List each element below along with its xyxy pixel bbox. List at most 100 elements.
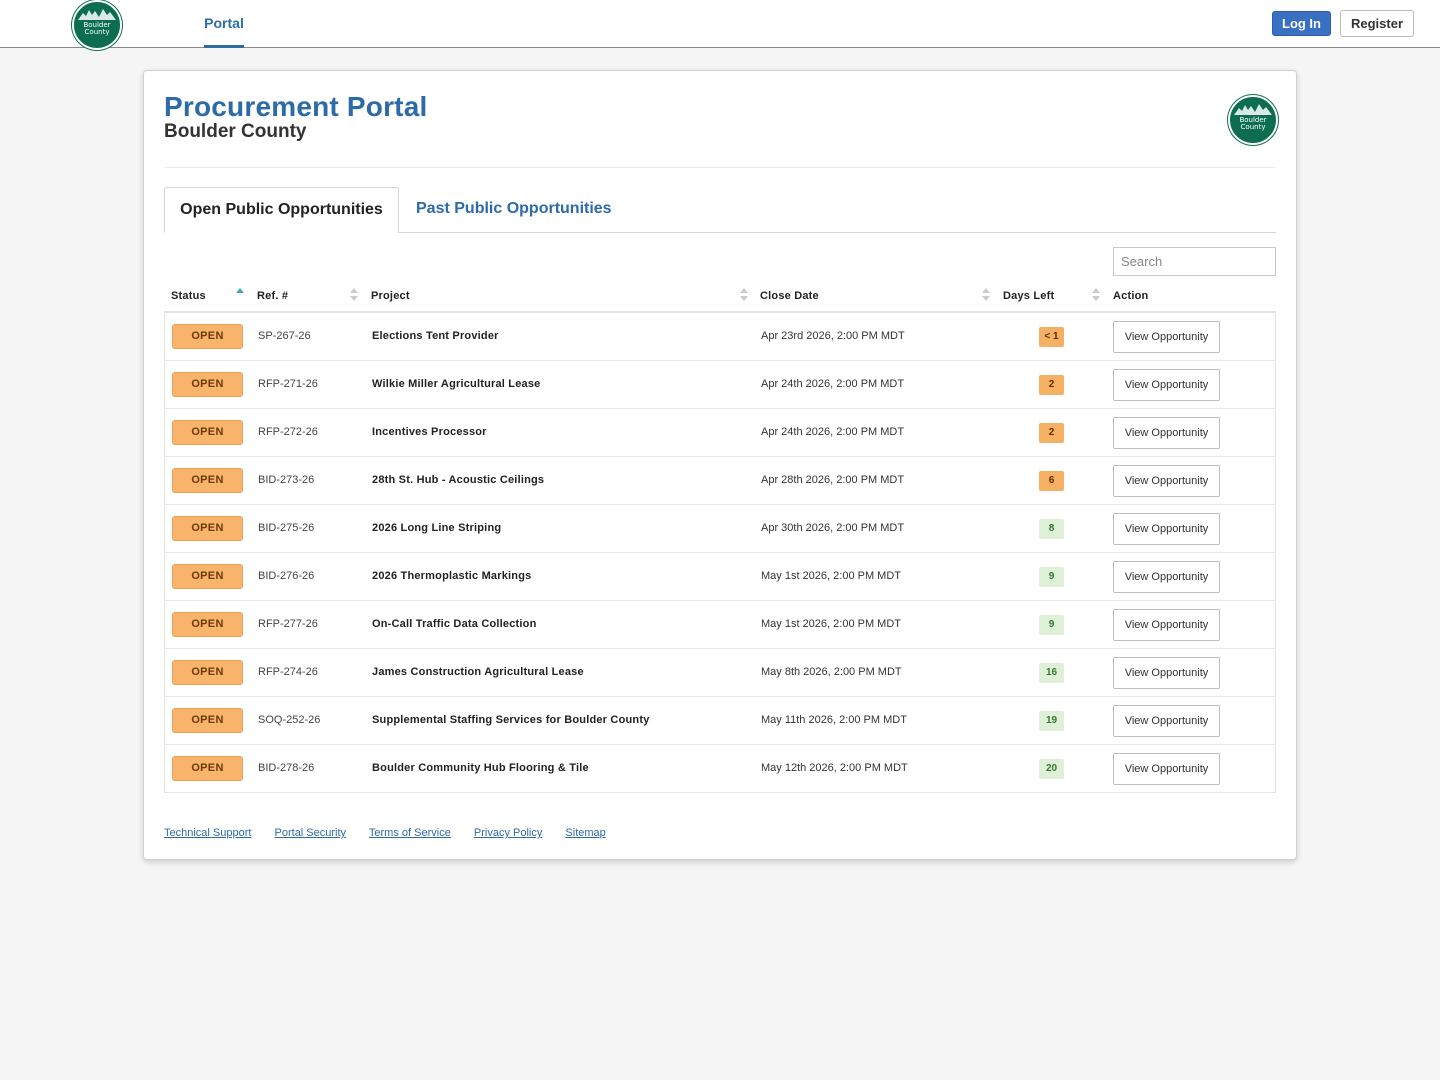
status-badge: OPEN — [172, 564, 243, 589]
column-header-close-date[interactable]: Close Date — [760, 290, 819, 302]
status-badge: OPEN — [172, 468, 243, 493]
table-row: OPEN RFP-274-26 James Construction Agric… — [165, 649, 1275, 697]
column-header-ref[interactable]: Ref. # — [257, 290, 289, 302]
footer-link-technical-support[interactable]: Technical Support — [164, 827, 252, 839]
close-date: May 1st 2026, 2:00 PM MDT — [761, 618, 901, 630]
footer-link-sitemap[interactable]: Sitemap — [565, 827, 606, 839]
project-name: James Construction Agricultural Lease — [372, 666, 584, 678]
view-opportunity-button[interactable]: View Opportunity — [1113, 657, 1220, 689]
opportunity-tabs: Open Public Opportunities Past Public Op… — [164, 187, 1276, 233]
project-name: 2026 Thermoplastic Markings — [372, 570, 532, 582]
login-button[interactable]: Log In — [1272, 11, 1331, 36]
column-header-status[interactable]: Status — [171, 290, 206, 302]
status-badge: OPEN — [172, 708, 243, 733]
ref-number: SP-267-26 — [258, 330, 311, 342]
tab-open-public-opportunities[interactable]: Open Public Opportunities — [164, 187, 399, 233]
ref-number: BID-275-26 — [258, 522, 315, 534]
days-left-badge: 8 — [1039, 519, 1064, 539]
project-name: 2026 Long Line Striping — [372, 522, 502, 534]
page-subtitle: Boulder County — [164, 121, 307, 142]
sort-icon[interactable] — [740, 288, 748, 302]
ref-number: SOQ-252-26 — [258, 714, 321, 726]
header-divider — [164, 167, 1276, 168]
table-row: OPEN RFP-271-26 Wilkie Miller Agricultur… — [165, 361, 1275, 409]
view-opportunity-button[interactable]: View Opportunity — [1113, 609, 1220, 641]
view-opportunity-button[interactable]: View Opportunity — [1113, 321, 1220, 353]
table-body: OPEN SP-267-26 Elections Tent Provider A… — [164, 313, 1276, 793]
project-name: On-Call Traffic Data Collection — [372, 618, 537, 630]
days-left-badge: 2 — [1039, 423, 1064, 443]
table-row: OPEN SP-267-26 Elections Tent Provider A… — [165, 313, 1275, 361]
table-row: OPEN BID-276-26 2026 Thermoplastic Marki… — [165, 553, 1275, 601]
view-opportunity-button[interactable]: View Opportunity — [1113, 369, 1220, 401]
search-input[interactable] — [1113, 247, 1276, 276]
footer-link-privacy-policy[interactable]: Privacy Policy — [473, 827, 543, 839]
days-left-badge: 9 — [1039, 567, 1064, 587]
days-left-badge: 2 — [1039, 375, 1064, 395]
footer-link-portal-security[interactable]: Portal Security — [274, 827, 347, 839]
days-left-badge: 20 — [1039, 759, 1064, 779]
table-row: OPEN BID-273-26 28th St. Hub - Acoustic … — [165, 457, 1275, 505]
ref-number: BID-273-26 — [258, 474, 315, 486]
status-badge: OPEN — [172, 324, 243, 349]
close-date: Apr 23rd 2026, 2:00 PM MDT — [761, 330, 905, 342]
nav-portal-tab[interactable]: Portal — [204, 0, 244, 48]
sort-icon[interactable] — [350, 288, 358, 302]
column-header-project[interactable]: Project — [371, 290, 410, 302]
page-title: Procurement Portal — [164, 91, 428, 122]
project-name: Wilkie Miller Agricultural Lease — [372, 378, 541, 390]
ref-number: RFP-272-26 — [258, 426, 318, 438]
sort-ascending-icon[interactable] — [236, 288, 244, 302]
close-date: Apr 28th 2026, 2:00 PM MDT — [761, 474, 905, 486]
status-badge: OPEN — [172, 420, 243, 445]
close-date: Apr 24th 2026, 2:00 PM MDT — [761, 426, 905, 438]
ref-number: RFP-274-26 — [258, 666, 318, 678]
column-header-days-left[interactable]: Days Left — [1003, 290, 1055, 302]
close-date: May 8th 2026, 2:00 PM MDT — [761, 666, 902, 678]
view-opportunity-button[interactable]: View Opportunity — [1113, 465, 1220, 497]
status-badge: OPEN — [172, 660, 243, 685]
top-navbar: Boulder County Portal Log In Register — [0, 0, 1440, 50]
ref-number: RFP-277-26 — [258, 618, 318, 630]
footer-links: Technical Support Portal Security Terms … — [164, 827, 626, 839]
table-row: OPEN BID-278-26 Boulder Community Hub Fl… — [165, 745, 1275, 793]
close-date: May 12th 2026, 2:00 PM MDT — [761, 762, 908, 774]
ref-number: BID-278-26 — [258, 762, 315, 774]
project-name: Boulder Community Hub Flooring & Tile — [372, 762, 589, 774]
view-opportunity-button[interactable]: View Opportunity — [1113, 513, 1220, 545]
register-button[interactable]: Register — [1340, 10, 1414, 37]
active-nav-indicator — [204, 45, 244, 48]
status-badge: OPEN — [172, 516, 243, 541]
project-name: Supplemental Staffing Services for Bould… — [372, 714, 650, 726]
table-row: OPEN RFP-272-26 Incentives Processor Apr… — [165, 409, 1275, 457]
days-left-badge: 6 — [1039, 471, 1064, 491]
table-row: OPEN BID-275-26 2026 Long Line Striping … — [165, 505, 1275, 553]
mountain-tree-icon — [78, 9, 116, 20]
table-row: OPEN SOQ-252-26 Supplemental Staffing Se… — [165, 697, 1275, 745]
sort-icon[interactable] — [1092, 288, 1100, 302]
table-row: OPEN RFP-277-26 On-Call Traffic Data Col… — [165, 601, 1275, 649]
days-left-badge: < 1 — [1039, 327, 1064, 347]
status-badge: OPEN — [172, 756, 243, 781]
view-opportunity-button[interactable]: View Opportunity — [1113, 417, 1220, 449]
sort-icon[interactable] — [982, 288, 990, 302]
close-date: Apr 24th 2026, 2:00 PM MDT — [761, 378, 905, 390]
status-badge: OPEN — [172, 372, 243, 397]
procurement-card: Procurement Portal Boulder County Boulde… — [143, 70, 1297, 860]
days-left-badge: 9 — [1039, 615, 1064, 635]
boulder-county-logo[interactable]: Boulder County — [72, 0, 122, 50]
footer-link-terms-of-service[interactable]: Terms of Service — [368, 827, 451, 839]
project-name: Incentives Processor — [372, 426, 487, 438]
mountain-tree-icon — [1234, 104, 1272, 115]
column-header-action: Action — [1113, 290, 1149, 302]
days-left-badge: 19 — [1039, 711, 1064, 731]
view-opportunity-button[interactable]: View Opportunity — [1113, 753, 1220, 785]
project-name: Elections Tent Provider — [372, 330, 499, 342]
view-opportunity-button[interactable]: View Opportunity — [1113, 561, 1220, 593]
close-date: May 11th 2026, 2:00 PM MDT — [761, 714, 907, 726]
close-date: Apr 30th 2026, 2:00 PM MDT — [761, 522, 905, 534]
view-opportunity-button[interactable]: View Opportunity — [1113, 705, 1220, 737]
logo-text: Boulder County — [83, 21, 111, 36]
opportunities-table: Status Ref. # Project Close Date Days Le… — [164, 281, 1276, 793]
tab-past-public-opportunities[interactable]: Past Public Opportunities — [416, 200, 612, 217]
